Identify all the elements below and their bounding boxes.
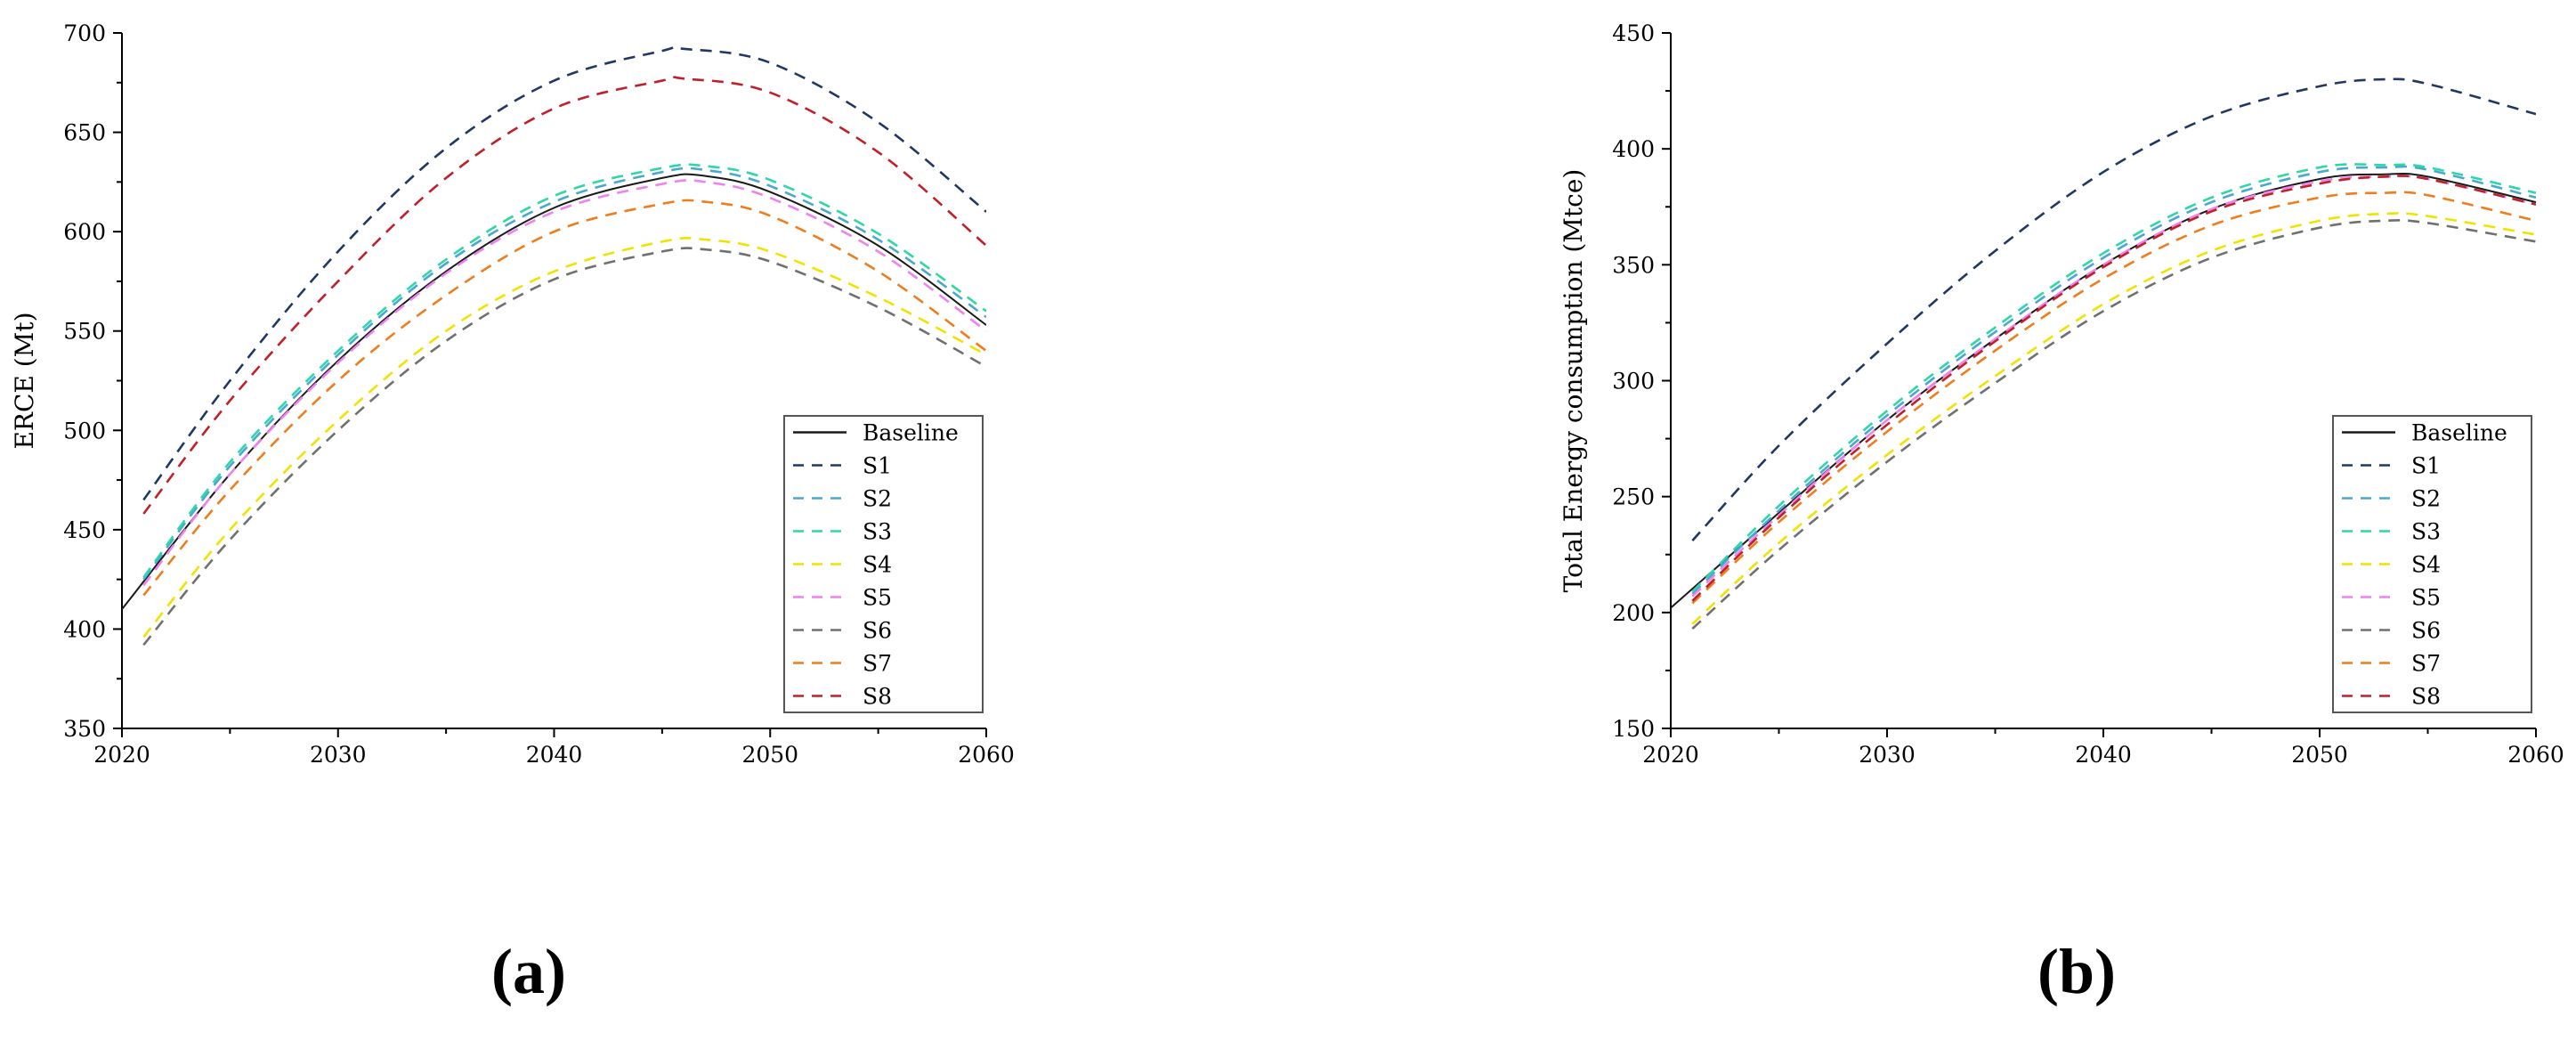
series-line-s4	[142, 236, 986, 638]
chart-panel-b: 2020 2030 2040 2050 2060 150 200 250 300 350 400 45…	[1559, 20, 2564, 1007]
series-line-s6	[1691, 218, 2536, 630]
panel-label: (a)	[491, 936, 566, 1007]
legend-label-s8: S8	[2411, 684, 2441, 710]
legend-label-s7: S7	[2411, 651, 2441, 677]
x-tick-label: 2040	[526, 742, 583, 768]
series-line-s4	[1691, 212, 2536, 625]
y-axis-title: ERCE (Mt)	[10, 312, 39, 449]
series-line-s8	[1691, 175, 2536, 602]
x-tick-label: 2060	[958, 742, 1015, 768]
legend-label-s8: S8	[863, 684, 892, 710]
legend-label-s4: S4	[2411, 552, 2441, 578]
y-tick-label: 600	[63, 219, 106, 245]
legend: Baseline S1 S2 S3 S4 S5 S6 S7 S8	[2332, 415, 2532, 713]
legend-label-s3: S3	[863, 519, 892, 545]
chart-panel-a: 2020 2030 2040 2050 2060 350 400 450 500 550 600 65…	[10, 20, 1015, 1007]
y-tick-label: 200	[1612, 600, 1655, 626]
y-tick-label: 300	[1612, 369, 1655, 394]
x-tick-label: 2060	[2507, 742, 2564, 768]
legend-label-s7: S7	[863, 651, 892, 677]
y-tick-label: 650	[63, 120, 106, 146]
series-line-s6	[142, 247, 986, 646]
y-tick-label: 400	[1612, 136, 1655, 162]
series-line-s1	[1691, 77, 2536, 542]
legend-label-baseline: Baseline	[863, 420, 959, 446]
legend-label-s4: S4	[863, 552, 892, 578]
series-group	[122, 45, 986, 646]
x-tick-label: 2050	[2291, 742, 2348, 768]
series-line-s1	[142, 45, 986, 501]
series-line-s5	[1691, 175, 2536, 598]
y-axis-title: Total Energy consumption (Mtce)	[1559, 169, 1588, 593]
series-line-s2	[1691, 165, 2536, 595]
legend-label-s5: S5	[863, 585, 892, 611]
legend-label-s2: S2	[2411, 486, 2441, 512]
x-tick-label: 2040	[2075, 742, 2132, 768]
x-tick-label: 2050	[741, 742, 798, 768]
y-tick-label: 550	[63, 319, 106, 345]
legend-label-s6: S6	[863, 618, 892, 644]
y-tick-label: 250	[1612, 484, 1655, 510]
x-tick-label: 2020	[93, 742, 150, 768]
series-group	[1671, 77, 2536, 630]
legend: Baseline S1 S2 S3 S4 S5 S6 S7 S8	[783, 415, 984, 713]
series-line-s3	[1691, 163, 2536, 593]
legend-label-s1: S1	[863, 453, 892, 479]
series-line-s7	[142, 199, 986, 597]
y-tick-label: 350	[1612, 252, 1655, 278]
series-line-s7	[1691, 191, 2536, 605]
series-line-s2	[142, 167, 986, 581]
x-tick-label: 2020	[1642, 742, 1699, 768]
y-tick-label: 350	[63, 716, 106, 742]
y-tick-label: 450	[63, 517, 106, 543]
legend-label-s2: S2	[863, 486, 892, 512]
legend-label-s3: S3	[2411, 519, 2441, 545]
x-tick-label: 2030	[1859, 742, 1916, 768]
x-tick-label: 2030	[310, 742, 367, 768]
series-line-s3	[142, 163, 986, 579]
series-line-s5	[142, 179, 986, 587]
y-tick-label: 700	[63, 20, 106, 46]
legend-label-s6: S6	[2411, 618, 2441, 644]
y-tick-label: 150	[1612, 716, 1655, 742]
y-tick-label: 400	[63, 616, 106, 642]
panel-label: (b)	[2037, 936, 2116, 1007]
y-tick-label: 500	[63, 418, 106, 443]
legend-label-baseline: Baseline	[2411, 420, 2507, 446]
series-line-s8	[142, 76, 986, 515]
y-tick-label: 450	[1612, 20, 1655, 46]
legend-label-s1: S1	[2411, 453, 2441, 479]
legend-label-s5: S5	[2411, 585, 2441, 611]
